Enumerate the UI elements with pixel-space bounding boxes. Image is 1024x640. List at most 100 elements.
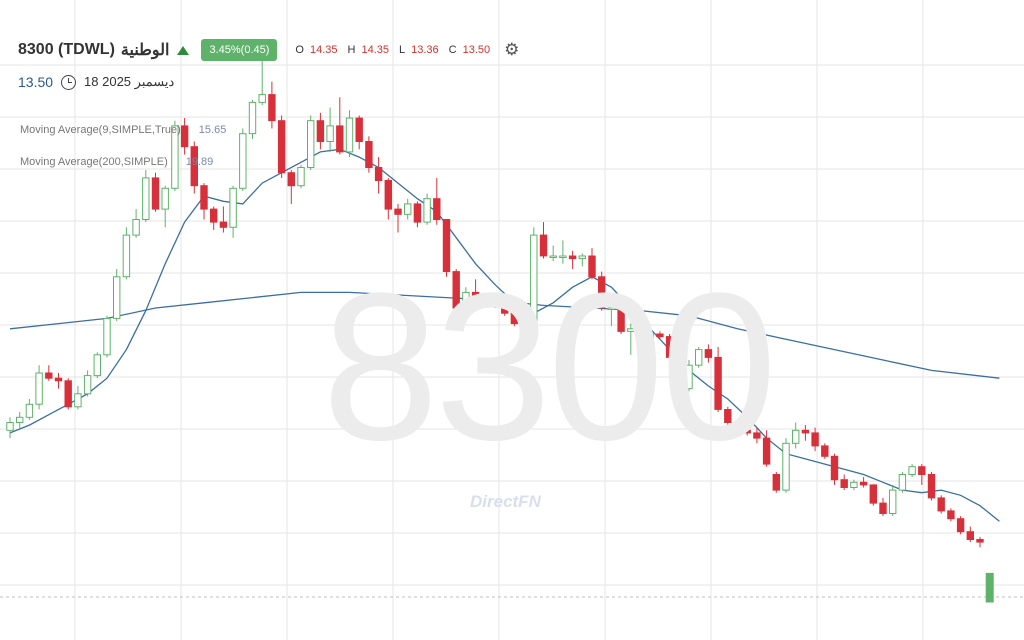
candle-body xyxy=(287,172,296,187)
candle-body xyxy=(850,481,858,488)
candle-body xyxy=(122,234,131,278)
low-value: 13.36 xyxy=(411,44,439,56)
candle-body xyxy=(821,445,829,457)
candle-body xyxy=(491,299,499,306)
candle-body xyxy=(665,336,674,358)
candle-body xyxy=(588,255,596,278)
high-key: H xyxy=(347,44,356,56)
candle-body xyxy=(578,255,586,260)
candle-body xyxy=(365,141,373,168)
candle-body xyxy=(268,94,276,122)
candle-body xyxy=(830,455,839,481)
candle-body xyxy=(413,203,422,223)
candle-body xyxy=(326,125,334,143)
candle-body xyxy=(394,208,402,215)
candle-body xyxy=(539,234,548,257)
candle-body xyxy=(792,429,800,444)
candle-body xyxy=(462,291,470,309)
candle-body xyxy=(685,364,693,390)
candle-body xyxy=(646,333,654,340)
candle-body xyxy=(258,94,266,103)
candle-body xyxy=(772,474,780,491)
candle-body xyxy=(501,304,509,314)
candle-body xyxy=(452,271,460,309)
candle-body xyxy=(307,120,315,168)
candle-body xyxy=(45,372,53,379)
candle-body xyxy=(16,416,24,423)
candle-body xyxy=(151,177,160,210)
candle-body xyxy=(219,221,228,228)
gear-icon[interactable]: ⚙ xyxy=(504,40,520,59)
candle-body xyxy=(607,307,616,310)
open-value: 14.35 xyxy=(309,44,338,56)
brand-watermark: DirectFN xyxy=(470,492,541,511)
open-key: O xyxy=(295,44,304,56)
candle-body xyxy=(336,125,344,153)
last-candle-body xyxy=(985,572,994,603)
candle-body xyxy=(598,276,606,309)
candle-body xyxy=(889,489,897,515)
candle-body xyxy=(277,120,286,174)
candle-body xyxy=(171,125,179,189)
candle-body xyxy=(617,307,625,332)
candle-body xyxy=(927,474,936,499)
candle-body xyxy=(210,208,218,223)
candle-body xyxy=(74,393,82,408)
low-key: L xyxy=(398,44,406,56)
candle-body xyxy=(93,354,101,377)
candle-body xyxy=(384,180,393,210)
candle-body xyxy=(782,442,790,491)
candle-body xyxy=(966,531,974,541)
candle-body xyxy=(704,349,713,358)
candle-body xyxy=(180,125,189,148)
candle-body xyxy=(937,497,945,512)
chart-header: 8300 (TDWL) الوطنية 3.45%(0.45) O 14.35 … xyxy=(18,38,519,62)
candle-body xyxy=(113,276,121,319)
candle-body xyxy=(714,356,722,410)
candle-body xyxy=(801,429,810,434)
candle-body xyxy=(404,203,412,215)
candle-body xyxy=(345,117,354,153)
candle-body xyxy=(161,187,169,210)
candle-body xyxy=(627,328,635,332)
candle-body xyxy=(471,291,480,304)
change-badge: 3.45%(0.45) xyxy=(201,39,278,61)
candle-body xyxy=(869,484,877,504)
symbol-code: 8300 (TDWL) xyxy=(18,41,115,58)
last-price: 13.50 xyxy=(18,74,54,90)
candle-body xyxy=(918,466,926,476)
price-date-row: 13.50 18 2025 ديسمبر xyxy=(18,74,174,90)
candle-body xyxy=(83,375,92,395)
indicator-ma200[interactable]: Moving Average(200,SIMPLE) 19.89 xyxy=(20,156,213,168)
candle-body xyxy=(200,185,208,210)
candle-body xyxy=(908,466,916,476)
indicator-ma9-value: 15.65 xyxy=(198,124,227,136)
candle-body xyxy=(229,187,237,228)
candle-body xyxy=(636,328,645,340)
high-value: 14.35 xyxy=(361,44,389,56)
candle-body xyxy=(743,429,751,434)
candle-body xyxy=(530,234,538,330)
candle-body xyxy=(568,255,577,260)
candles-group xyxy=(6,60,994,603)
candle-body xyxy=(433,198,441,220)
candle-body xyxy=(898,474,907,491)
candle-body xyxy=(132,219,140,236)
candle-body xyxy=(753,432,761,439)
close-value: 13.50 xyxy=(462,44,491,56)
candle-body xyxy=(956,518,965,533)
candle-body xyxy=(559,255,567,258)
candle-body xyxy=(297,167,305,187)
candle-body xyxy=(239,133,247,189)
candle-body xyxy=(724,409,732,423)
candle-body xyxy=(142,177,150,220)
candle-body xyxy=(25,403,34,418)
symbol-name: الوطنية xyxy=(120,42,170,59)
symbol-watermark: 8300 xyxy=(322,249,777,484)
candle-body xyxy=(859,481,868,486)
indicator-ma200-label: Moving Average(200,SIMPLE) xyxy=(20,156,168,168)
candle-body xyxy=(510,312,519,325)
indicator-ma9[interactable]: Moving Average(9,SIMPLE,True) 15.65 xyxy=(20,124,226,136)
